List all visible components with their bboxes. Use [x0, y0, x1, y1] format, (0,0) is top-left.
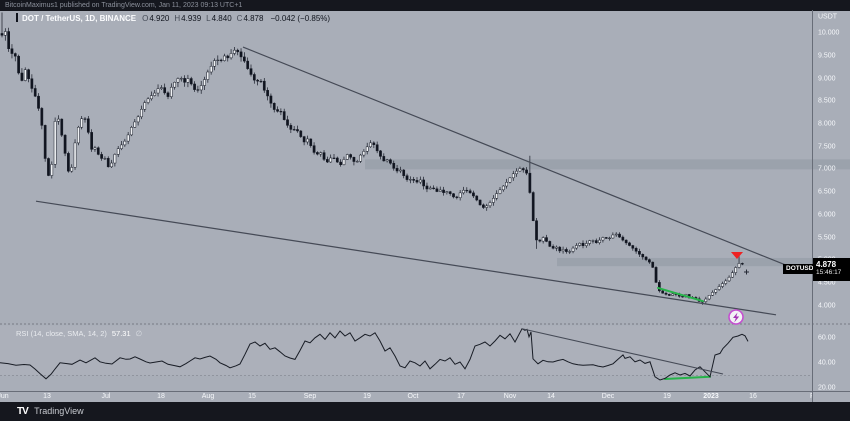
time-tick-label: 14	[547, 393, 555, 400]
time-tick-label: 13	[43, 393, 51, 400]
rsi-value: 57.31	[111, 329, 131, 338]
time-tick-label: Jun	[0, 393, 9, 400]
bar-countdown: 15:46:17	[816, 269, 842, 276]
time-tick-label: 19	[663, 393, 671, 400]
time-tick-label: Aug	[201, 393, 215, 400]
price-tick-label: 4.500	[818, 279, 836, 287]
price-tick-label: 4.000	[818, 302, 836, 310]
time-tick-label: 2023	[703, 393, 719, 400]
rsi-trendline[interactable]	[521, 328, 724, 375]
time-tick-label: 18	[157, 393, 165, 400]
price-tick-label: 9.500	[818, 52, 836, 60]
rsi-title: RSI (14, close, SMA, 14, 2)	[16, 329, 107, 338]
time-tick-label: Dec	[601, 393, 615, 400]
price-axis-border	[812, 10, 813, 402]
ohlc-number: 4.840	[211, 14, 232, 23]
price-tick-label: 6.000	[818, 211, 836, 219]
time-tick-label: 17	[457, 393, 465, 400]
rsi-higher-lows[interactable]	[664, 375, 711, 380]
price-tick-label: 9.000	[818, 75, 836, 82]
footer-bar: TV TradingView	[0, 402, 850, 421]
resistance-zone-7	[365, 159, 850, 170]
ohlc-number: 4.939	[181, 14, 202, 23]
time-tick-label: Oct	[407, 393, 419, 400]
lightning-badge[interactable]	[728, 309, 744, 325]
axis-corner-border	[812, 391, 850, 392]
time-tick-label: Nov	[503, 393, 517, 400]
price-tick-label: 5.500	[818, 234, 836, 241]
candles-layer	[0, 12, 744, 305]
ohlc-item: O4.920	[142, 14, 169, 23]
time-axis[interactable]: Jun 13 Jul 18 Aug 15 Sep 19 Oct 17 Nov 14 Dec 19 2023 1…	[0, 391, 812, 403]
ohlc-letter: O	[142, 14, 149, 23]
publish-attribution-text: BitcoinMaximus1 published on TradingView…	[5, 2, 243, 9]
price-tick-label: 10.000	[818, 29, 840, 37]
price-tick-label: 7.500	[818, 143, 836, 151]
support-zone-5	[557, 257, 812, 267]
ohlc-number: 4.920	[149, 14, 170, 23]
ohlc-item: H4.939	[174, 14, 201, 23]
descending-support[interactable]	[35, 200, 777, 316]
tradingview-brand-text[interactable]: TradingView	[34, 406, 84, 416]
rsi-tick-label: 20.00	[818, 384, 836, 392]
rsi-line	[0, 328, 749, 381]
publish-attribution-bar: BitcoinMaximus1 published on TradingView…	[0, 0, 850, 11]
time-tick-label: 19	[363, 393, 371, 400]
rsi-tick-label: 60.00	[818, 334, 836, 342]
tradingview-logo-icon[interactable]: TV	[17, 406, 29, 417]
price-lower-lows[interactable]	[657, 286, 704, 303]
rsi-tick-label: 40.00	[818, 359, 836, 367]
ohlc-item: L4.840	[206, 14, 231, 23]
time-tick-label: Sep	[303, 393, 317, 400]
ohlc-item: C4.878	[237, 14, 264, 23]
sell-triangle-marker	[731, 252, 743, 259]
ohlc-number: 4.878	[243, 14, 264, 23]
ohlc-letter: H	[174, 14, 181, 23]
time-tick-label: 16	[749, 393, 757, 400]
ohlc-letter: L	[206, 14, 211, 23]
change-value: −0.042 (−0.85%)	[270, 14, 331, 23]
eye-hidden-icon[interactable]: ∅	[135, 329, 143, 338]
time-tick-label: Jul	[101, 393, 111, 400]
plus-marker	[744, 269, 749, 275]
symbol-title: DOT / TetherUS, 1D, BINANCE	[22, 14, 137, 23]
ohlc-letter: C	[236, 14, 243, 23]
descending-resistance[interactable]	[242, 46, 794, 269]
last-price-value: 4.878	[816, 260, 837, 269]
last-price-label: 4.878 15:46:17	[813, 258, 850, 281]
symbol-legend: DOT / TetherUS, 1D, BINANCE O4.920 H4.939 L…	[16, 13, 330, 23]
price-tick-label: 6.500	[818, 188, 836, 196]
time-tick-label: Feb	[810, 393, 812, 400]
axis-currency-label: USDT	[818, 13, 838, 21]
ohlc-values: O4.920 H4.939 L4.840 C4.878	[142, 14, 268, 23]
trendline-symbol-label: DOTUSDT	[783, 264, 821, 274]
price-tick-label: 8.000	[818, 120, 836, 128]
price-tick-label: 8.500	[818, 97, 836, 105]
time-tick-label: 15	[248, 393, 256, 400]
legend-left-tick	[16, 13, 18, 22]
price-tick-label: 7.000	[818, 165, 836, 173]
rsi-legend: RSI (14, close, SMA, 14, 2) 57.31 ∅	[16, 329, 142, 338]
